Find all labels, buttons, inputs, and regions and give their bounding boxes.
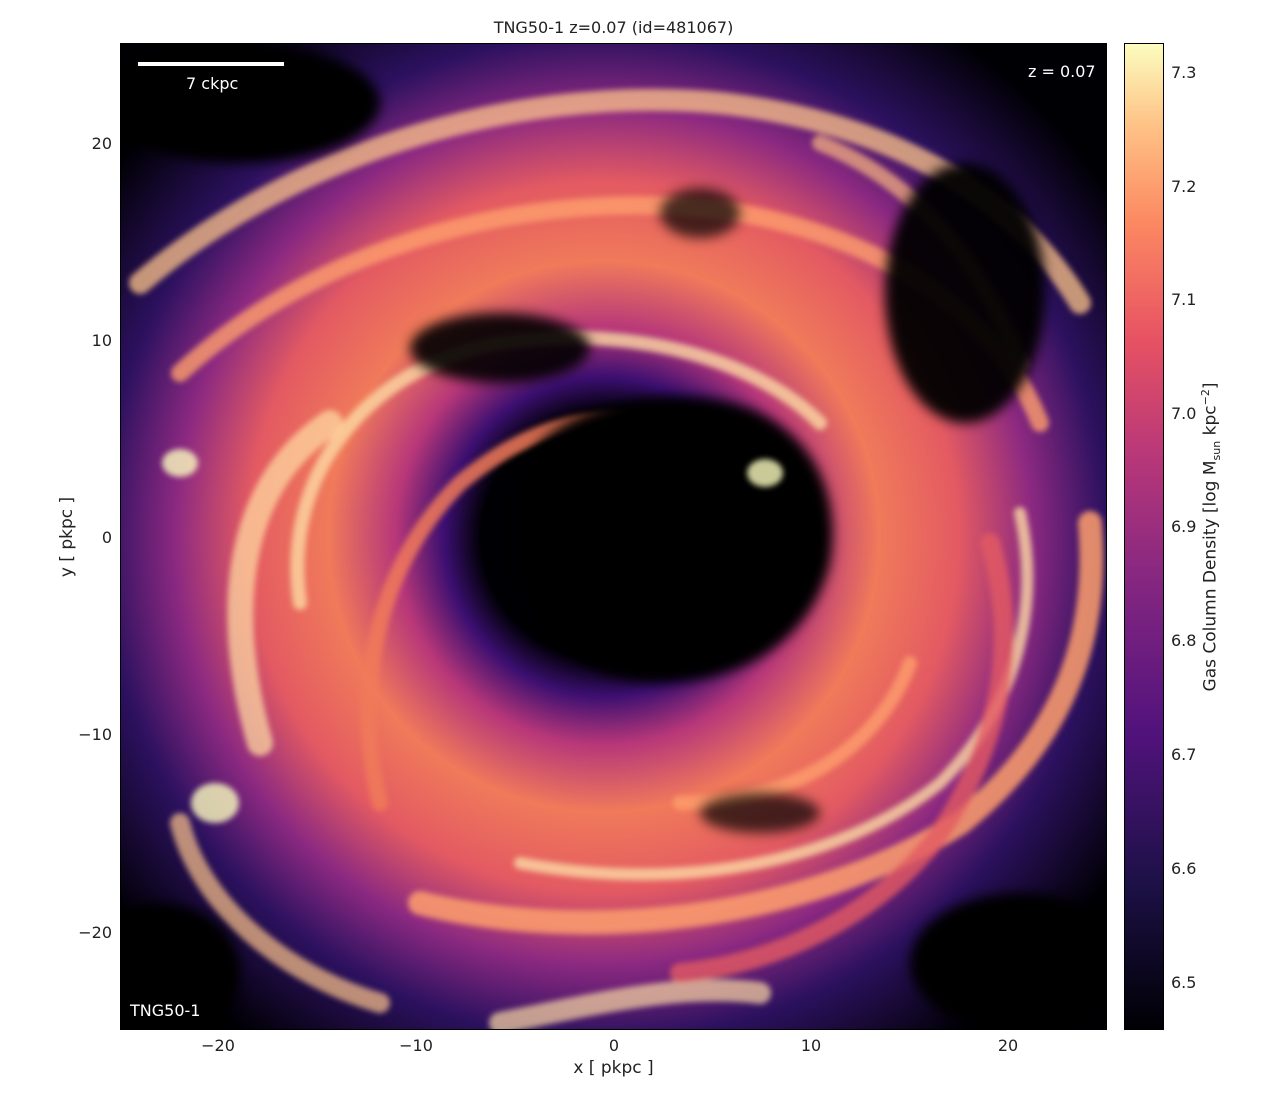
x-tick-label: 20: [997, 1036, 1019, 1055]
y-tick-label: 0: [101, 528, 112, 547]
gas-density-map: [120, 43, 1107, 1030]
x-tick-label: 0: [608, 1036, 620, 1055]
colorbar-tick-label: 6.5: [1171, 973, 1197, 992]
y-tick-label: −10: [78, 725, 112, 744]
colorbar-label: Gas Column Density [log Msun kpc−2]: [1198, 382, 1224, 692]
colorbar-tick-label: 6.7: [1171, 745, 1197, 764]
colorbar-tick-label: 7.2: [1171, 177, 1197, 196]
colorbar-tick-label: 6.6: [1171, 859, 1197, 878]
y-tick-label: 20: [91, 134, 112, 153]
colorbar-tick-label: 7.3: [1171, 63, 1197, 82]
y-tick-label: −20: [78, 923, 112, 942]
colorbar-tick-label: 7.0: [1171, 404, 1197, 423]
colorbar-tick-label: 6.9: [1171, 517, 1197, 536]
y-tick-label: 10: [91, 331, 112, 350]
colorbar-tick-label: 6.8: [1171, 631, 1197, 650]
colorbar-tick-label: 7.1: [1171, 290, 1197, 309]
x-tick-label: 10: [800, 1036, 822, 1055]
x-axis-label: x [ pkpc ]: [573, 1058, 654, 1078]
simulation-label: TNG50-1: [130, 1001, 201, 1020]
x-tick-label: −20: [201, 1036, 235, 1055]
y-axis-label: y [ pkpc ]: [57, 496, 77, 578]
colorbar: [1124, 43, 1164, 1030]
x-tick-label: −10: [399, 1036, 433, 1055]
redshift-label: z = 0.07: [1028, 62, 1096, 81]
scale-bar-label: 7 ckpc: [186, 74, 239, 93]
plot-title: TNG50-1 z=0.07 (id=481067): [493, 18, 734, 37]
